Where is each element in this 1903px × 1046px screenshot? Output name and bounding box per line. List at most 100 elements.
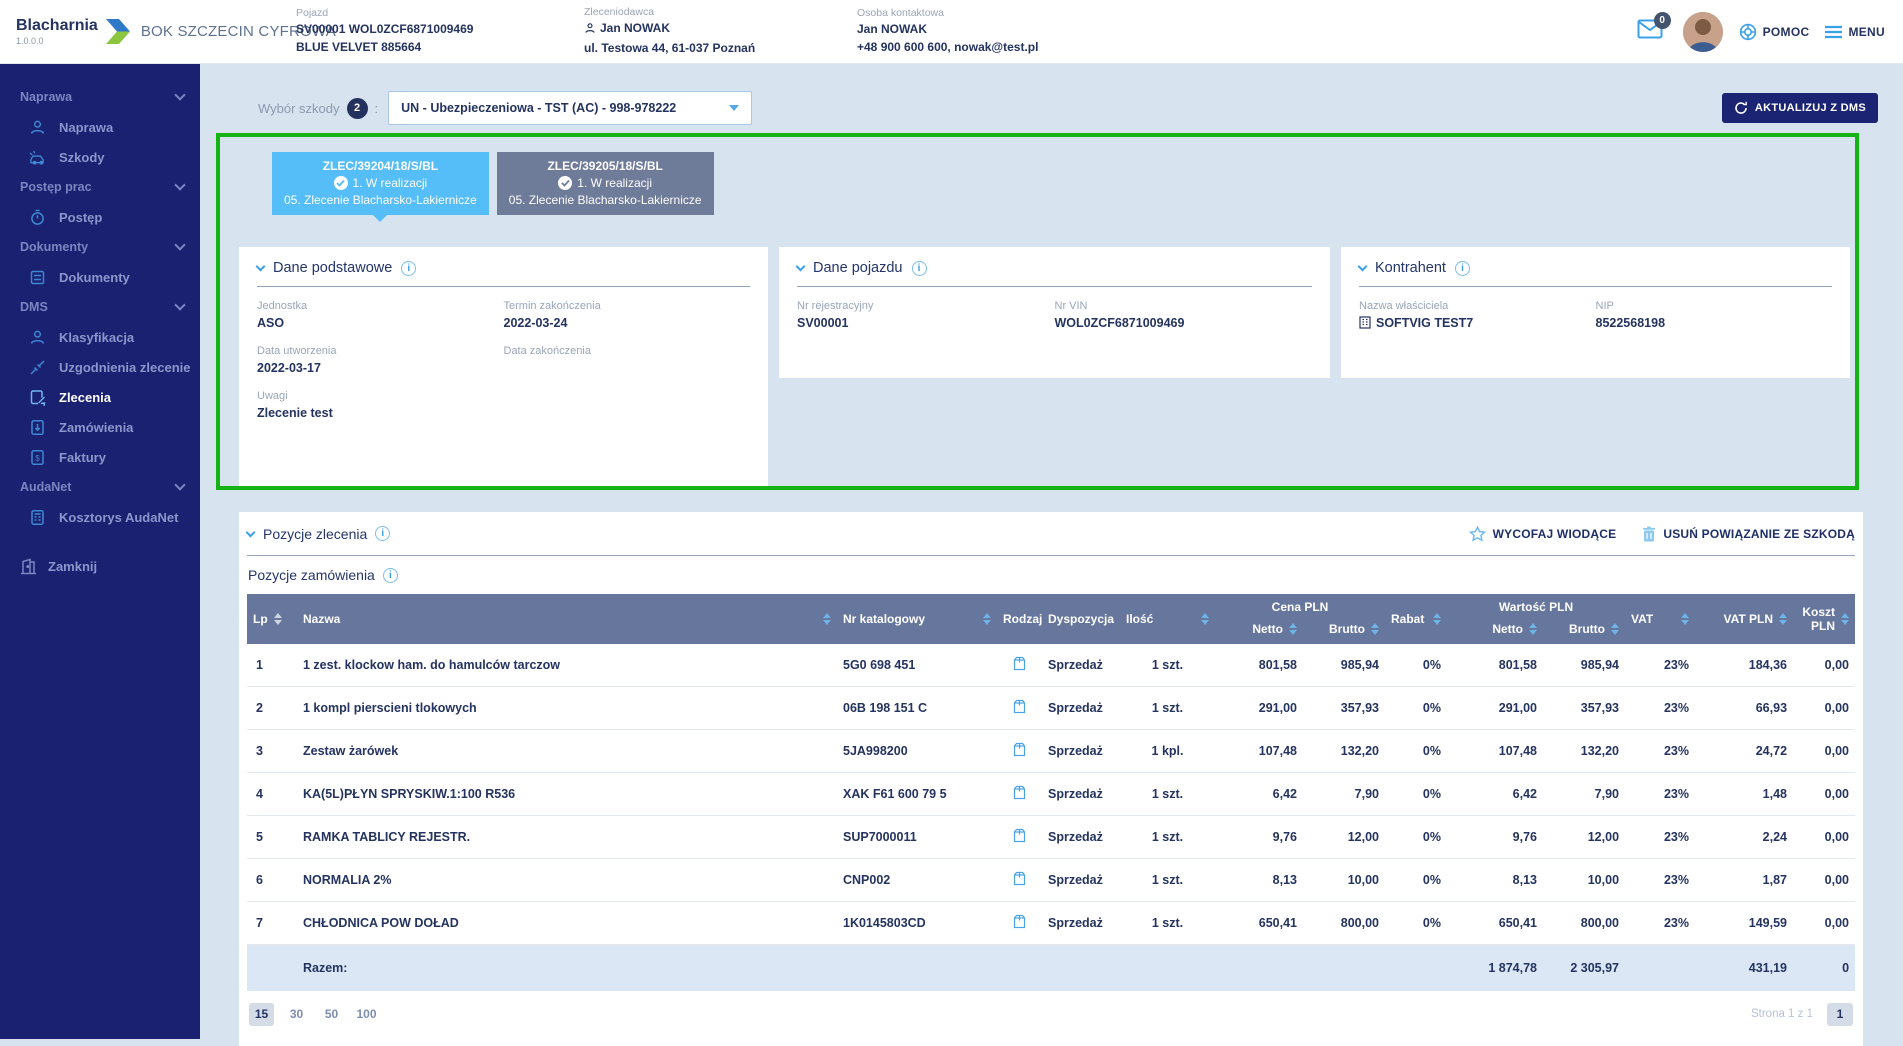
menu-button[interactable]: MENU (1825, 25, 1885, 39)
col-header-vat[interactable]: VAT (1625, 594, 1696, 644)
col-header-dyspozycja[interactable]: Dyspozycja (1042, 594, 1120, 644)
cell-vat: 23% (1625, 729, 1696, 773)
cell-vat-pln: 1,48 (1695, 772, 1794, 816)
cell-price-brutto: 985,94 (1303, 644, 1385, 687)
sort-icon (1779, 613, 1788, 625)
cell-price-netto: 650,41 (1215, 901, 1303, 945)
colon: : (374, 100, 379, 116)
page-size-50[interactable]: 50 (324, 1007, 339, 1021)
subheader-wartosc-brutto[interactable]: Brutto (1543, 620, 1626, 644)
tab-order-39205[interactable]: ZLEC/39205/18/S/BL 1. W realizacji 05. Z… (496, 152, 714, 215)
menu-label: MENU (1848, 24, 1885, 39)
sidebar-item-zlecenia[interactable]: Zlecenia (0, 382, 200, 412)
cell-catalog: 5JA998200 (837, 729, 997, 773)
subheader-wartosc-netto[interactable]: Netto (1447, 620, 1543, 644)
table-row[interactable]: 3 Zestaw żarówek 5JA998200 Sprzedaż 1 kp… (247, 729, 1856, 773)
sidebar-section-naprawa[interactable]: Naprawa (0, 82, 200, 112)
item-label: Klasyfikacja (59, 329, 135, 345)
info-panels: Dane podstawowe Jednostka ASO Termin zako… (239, 247, 1850, 487)
page-size-100[interactable]: 100 (356, 1007, 377, 1021)
section-label: Postęp prac (20, 180, 92, 194)
part-package-icon (1013, 742, 1026, 760)
info-icon[interactable] (382, 567, 398, 583)
part-package-icon (1013, 785, 1026, 803)
sidebar-item-szkody[interactable]: Szkody (0, 142, 200, 172)
table-row[interactable]: 6 NORMALIA 2% CNP002 Sprzedaż 1 szt. 8,1… (247, 858, 1856, 902)
cell-value-brutto: 7,90 (1543, 772, 1626, 816)
damage-select[interactable]: UN - Ubezpieczeniowa - TST (AC) - 998-97… (388, 91, 753, 125)
cell-price-brutto: 800,00 (1303, 901, 1385, 945)
sidebar-item-faktury[interactable]: $ Faktury (0, 442, 200, 472)
item-label: Dokumenty (59, 269, 130, 285)
subheader-cena-netto[interactable]: Netto (1215, 620, 1303, 644)
cell-qty: 1 szt. (1120, 686, 1215, 730)
col-header-ilosc[interactable]: Ilość (1120, 594, 1215, 644)
cell-qty: 1 szt. (1120, 815, 1215, 859)
current-page-button[interactable]: 1 (1827, 1002, 1853, 1026)
sort-icon (1371, 623, 1379, 635)
info-icon[interactable] (375, 526, 391, 541)
info-icon[interactable] (1454, 260, 1470, 276)
exit-door-icon (20, 558, 37, 575)
table-row[interactable]: 4 KA(5L)PŁYN SPRYSKIW.1:100 R536 XAK F61… (247, 772, 1856, 816)
table-row[interactable]: 1 1 zest. klockow ham. do hamulców tarcz… (247, 644, 1856, 687)
collapse-chevron-icon[interactable] (1357, 261, 1368, 272)
unlink-damage-button[interactable]: USUŃ POWIĄZANIE ZE SZKODĄ (1642, 526, 1855, 542)
sidebar-item-zamowienia[interactable]: Zamówienia (0, 412, 200, 442)
page-size-15[interactable]: 15 (249, 1002, 274, 1026)
col-header-nazwa[interactable]: Nazwa (297, 594, 837, 644)
cell-vat-pln: 1,87 (1695, 858, 1794, 902)
sidebar-section-audanet[interactable]: AudaNet (0, 472, 200, 502)
update-from-dms-button[interactable]: AKTUALIZUJ Z DMS (1721, 93, 1878, 123)
item-label: Uzgodnienia zlecenie (59, 359, 191, 375)
cell-cost: 0,00 (1793, 858, 1856, 902)
col-header-vat-pln[interactable]: VAT PLN (1695, 594, 1794, 644)
sidebar-item-kosztorys-audanet[interactable]: Kosztorys AudaNet (0, 502, 200, 532)
collapse-chevron-icon[interactable] (255, 261, 266, 272)
collapse-chevron-icon[interactable] (795, 261, 806, 272)
user-icon (29, 329, 46, 346)
collapse-chevron-icon[interactable] (245, 527, 256, 537)
info-icon[interactable] (911, 260, 927, 276)
cell-value-netto: 107,48 (1447, 729, 1543, 773)
cell-price-netto: 291,00 (1215, 686, 1303, 730)
table-row[interactable]: 2 1 kompl pierscieni tlokowych 06B 198 1… (247, 686, 1856, 730)
cell-value-netto: 9,76 (1447, 815, 1543, 859)
sidebar-item-postep[interactable]: Postęp (0, 202, 200, 232)
subheader-cena-brutto[interactable]: Brutto (1303, 620, 1385, 644)
cell-vat-pln: 184,36 (1695, 644, 1794, 687)
cell-discount: 0% (1385, 901, 1447, 945)
cell-name: RAMKA TABLICY REJESTR. (297, 815, 837, 859)
col-header-nr-katalogowy[interactable]: Nr katalogowy (837, 594, 997, 644)
cell-value-netto: 650,41 (1447, 901, 1543, 945)
brand-version: 1.0.0.0 (16, 36, 44, 46)
sidebar-item-klasyfikacja[interactable]: Klasyfikacja (0, 322, 200, 352)
table-row[interactable]: 5 RAMKA TABLICY REJESTR. SUP7000011 Sprz… (247, 815, 1856, 859)
cell-price-brutto: 132,20 (1303, 729, 1385, 773)
sidebar-section-dms[interactable]: DMS (0, 292, 200, 322)
info-icon[interactable] (401, 260, 417, 276)
messages-button[interactable]: 0 (1637, 11, 1671, 45)
user-avatar[interactable] (1682, 11, 1723, 52)
sidebar-item-dokumenty[interactable]: Dokumenty (0, 262, 200, 292)
cell-value-brutto: 10,00 (1543, 858, 1626, 902)
cell-discount: 0% (1385, 815, 1447, 859)
field-label: Jednostka (257, 300, 308, 312)
page-size-30[interactable]: 30 (289, 1007, 304, 1021)
sidebar-item-zamknij[interactable]: Zamknij (0, 558, 200, 575)
col-header-lp[interactable]: Lp (247, 594, 297, 644)
sidebar-item-naprawa[interactable]: Naprawa (0, 112, 200, 142)
table-row[interactable]: 7 CHŁODNICA POW DOŁAD 1K0145803CD Sprzed… (247, 901, 1856, 945)
col-header-rabat[interactable]: Rabat (1385, 594, 1447, 644)
withdraw-leading-button[interactable]: WYCOFAJ WIODĄCE (1468, 525, 1617, 542)
sidebar-item-uzgodnienia-zlecenie[interactable]: Uzgodnienia zlecenie (0, 352, 200, 382)
vehicle-id: SV00001 WOL0ZCF6871009469 (296, 22, 474, 37)
sidebar-section-postep-prac[interactable]: Postęp prac (0, 172, 200, 202)
tab-order-39204[interactable]: ZLEC/39204/18/S/BL 1. W realizacji 05. Z… (272, 152, 489, 222)
cell-discount: 0% (1385, 858, 1447, 902)
help-button[interactable]: POMOC (1739, 23, 1810, 41)
col-header-rodzaj[interactable]: Rodzaj (997, 594, 1042, 644)
sidebar-section-dokumenty[interactable]: Dokumenty (0, 232, 200, 262)
cell-name: Zestaw żarówek (297, 729, 837, 773)
col-header-koszt-pln[interactable]: Koszt PLN (1793, 594, 1856, 644)
